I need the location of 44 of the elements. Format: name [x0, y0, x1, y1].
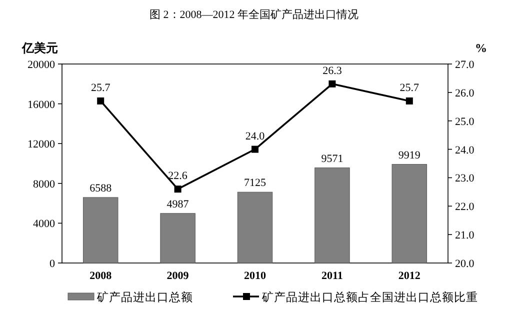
- y2-tick-label: 22.0: [455, 201, 475, 214]
- x-tick-label: 2011: [321, 270, 343, 282]
- point: [174, 186, 182, 193]
- y2-tick-label: 20.0: [455, 258, 475, 270]
- y-tick-label: 12000: [28, 138, 56, 151]
- x-tick-label: 2010: [244, 270, 266, 282]
- data-label: 6588: [90, 182, 112, 194]
- y2-tick-label: 26.0: [455, 87, 475, 100]
- bar: [160, 213, 196, 264]
- data-label: 22.6: [168, 170, 188, 182]
- bar: [392, 164, 428, 264]
- y-tick-label: 0: [50, 258, 56, 270]
- data-label: 26.3: [322, 64, 342, 77]
- y-tick-label: 16000: [28, 98, 56, 111]
- legend-label: 矿产品进出口总额: [96, 290, 193, 304]
- y-tick-label: 20000: [28, 59, 56, 71]
- y-tick-label: 8000: [33, 178, 56, 190]
- y2-axis-title: %: [475, 41, 487, 55]
- x-tick-label: 2012: [398, 270, 421, 282]
- point: [406, 97, 413, 104]
- data-label: 9919: [398, 149, 421, 162]
- y2-tick-label: 23.0: [455, 172, 475, 185]
- bar: [82, 197, 118, 264]
- data-label: 7125: [244, 177, 266, 190]
- bar: [237, 192, 273, 264]
- y2-tick-label: 21.0: [455, 230, 475, 242]
- data-label: 25.7: [90, 82, 111, 94]
- point: [328, 80, 336, 88]
- bar: [314, 168, 350, 264]
- data-label: 24.0: [245, 130, 266, 142]
- data-label: 4987: [166, 198, 190, 210]
- y2-tick-label: 25.0: [455, 116, 475, 128]
- point: [97, 97, 104, 104]
- chart-title: 图 2：2008—2012 年全国矿产品进出口情况: [150, 8, 358, 21]
- y2-tick-label: 24.0: [455, 144, 475, 156]
- data-label: 25.7: [400, 82, 420, 94]
- y-axis-title: 亿美元: [21, 41, 58, 55]
- y-tick-label: 4000: [33, 218, 56, 230]
- x-tick-label: 2009: [166, 270, 190, 282]
- point: [252, 146, 258, 153]
- legend-label: 矿产品进出口总额占全国进出口总额比重: [261, 290, 478, 304]
- y2-tick-label: 27.0: [455, 59, 475, 71]
- data-label: 9571: [321, 152, 344, 165]
- x-tick-label: 2008: [90, 270, 112, 282]
